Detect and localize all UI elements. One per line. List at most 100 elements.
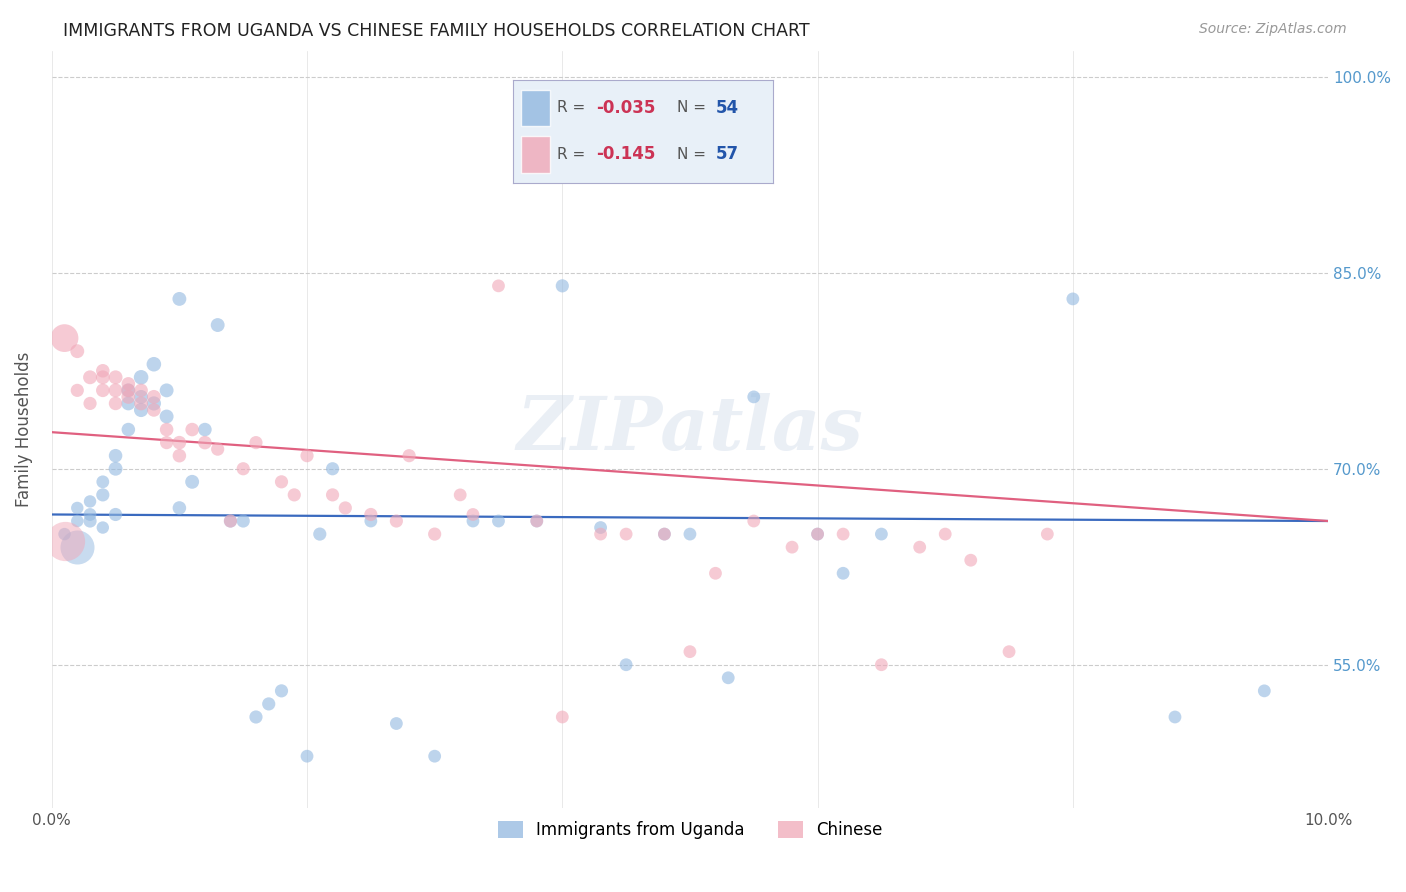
Point <box>156 409 179 424</box>
Point <box>360 514 382 528</box>
Point <box>194 435 217 450</box>
Point <box>91 475 114 489</box>
Point <box>257 697 280 711</box>
Point <box>169 500 191 515</box>
Point <box>934 527 956 541</box>
Point <box>742 514 765 528</box>
Point <box>551 710 574 724</box>
Point <box>53 331 76 345</box>
Point <box>104 370 127 384</box>
Point <box>461 508 484 522</box>
Point <box>142 390 165 404</box>
Point <box>551 278 574 293</box>
Point <box>79 370 101 384</box>
Point <box>449 488 471 502</box>
FancyBboxPatch shape <box>522 136 550 173</box>
Point <box>832 566 855 581</box>
Point <box>295 749 318 764</box>
Point <box>91 384 114 398</box>
Point <box>832 527 855 541</box>
Text: R =: R = <box>557 146 586 161</box>
Point <box>129 384 152 398</box>
Point <box>129 403 152 417</box>
Text: 54: 54 <box>716 99 740 117</box>
Point <box>654 527 676 541</box>
Text: N =: N = <box>678 146 706 161</box>
Point <box>335 500 357 515</box>
Point <box>423 527 446 541</box>
Point <box>194 423 217 437</box>
Point <box>295 449 318 463</box>
Point <box>704 566 727 581</box>
Point <box>104 508 127 522</box>
Point <box>104 462 127 476</box>
Point <box>66 514 89 528</box>
Point <box>91 488 114 502</box>
Point <box>589 527 612 541</box>
Point <box>998 645 1021 659</box>
Point <box>283 488 305 502</box>
Point <box>104 449 127 463</box>
Point <box>117 384 139 398</box>
Text: R =: R = <box>557 101 586 115</box>
Point <box>219 514 242 528</box>
Point <box>129 370 152 384</box>
Point <box>526 514 548 528</box>
Point <box>142 403 165 417</box>
Point <box>142 357 165 371</box>
Point <box>322 488 344 502</box>
Point <box>870 527 893 541</box>
Point <box>129 390 152 404</box>
Text: IMMIGRANTS FROM UGANDA VS CHINESE FAMILY HOUSEHOLDS CORRELATION CHART: IMMIGRANTS FROM UGANDA VS CHINESE FAMILY… <box>63 22 810 40</box>
Point <box>742 390 765 404</box>
Point <box>360 508 382 522</box>
Point <box>322 462 344 476</box>
Point <box>245 435 267 450</box>
Point <box>169 292 191 306</box>
Point <box>53 527 76 541</box>
Point <box>232 514 254 528</box>
Point <box>780 540 803 554</box>
Point <box>270 475 292 489</box>
Point <box>91 364 114 378</box>
Point <box>385 514 408 528</box>
Point <box>156 435 179 450</box>
Point <box>589 520 612 534</box>
Point <box>806 527 828 541</box>
Point <box>245 710 267 724</box>
Point <box>66 500 89 515</box>
Point <box>1062 292 1084 306</box>
Point <box>614 657 637 672</box>
FancyBboxPatch shape <box>522 89 550 127</box>
Point <box>526 514 548 528</box>
Point <box>308 527 330 541</box>
Point <box>117 376 139 391</box>
Text: N =: N = <box>678 101 706 115</box>
Point <box>717 671 740 685</box>
Point <box>1253 684 1275 698</box>
Point <box>398 449 420 463</box>
Point <box>232 462 254 476</box>
Point <box>488 278 510 293</box>
Point <box>207 318 229 332</box>
Point <box>79 508 101 522</box>
Point <box>169 449 191 463</box>
Point <box>806 527 828 541</box>
Point <box>181 423 204 437</box>
Point <box>385 716 408 731</box>
Point <box>79 494 101 508</box>
Point <box>959 553 981 567</box>
Point <box>908 540 931 554</box>
Point <box>614 527 637 541</box>
Point <box>104 396 127 410</box>
Y-axis label: Family Households: Family Households <box>15 351 32 508</box>
Point <box>156 423 179 437</box>
Point <box>117 423 139 437</box>
Text: ZIPatlas: ZIPatlas <box>516 393 863 466</box>
Point <box>1164 710 1187 724</box>
Point <box>53 533 76 548</box>
Point <box>129 396 152 410</box>
Point <box>870 657 893 672</box>
Point <box>169 435 191 450</box>
Point <box>270 684 292 698</box>
